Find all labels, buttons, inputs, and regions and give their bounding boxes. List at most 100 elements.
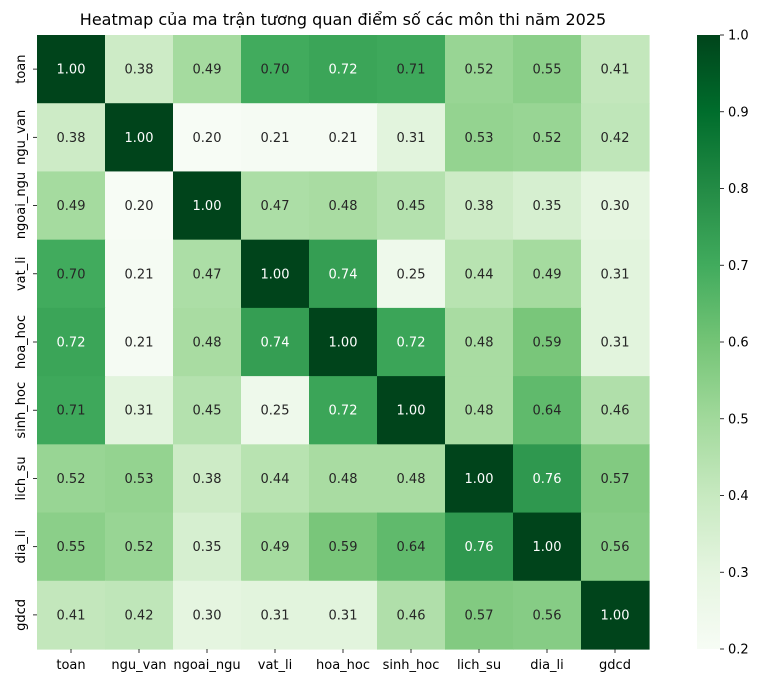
heatmap-cell-sinh_hoc-hoa_hoc	[309, 376, 378, 445]
heatmap-cell-sinh_hoc-dia_li	[513, 376, 582, 445]
heatmap-cell-lich_su-sinh_hoc	[377, 444, 446, 514]
heatmap-cell-gdcd-sinh_hoc	[377, 580, 446, 650]
cell-label-hoa_hoc-ngu_van: 0.21	[125, 336, 154, 351]
cell-label-toan-lich_su: 0.52	[465, 63, 494, 78]
colorbar-tick-label: 1.0	[728, 29, 749, 44]
y-axis: toan ngu_van ngoai_ngu vat_li hoa_hoc sinh_ho…	[14, 54, 37, 631]
heatmap-cell-sinh_hoc-vat_li	[241, 376, 310, 445]
cell-label-vat_li-vat_li: 1.00	[261, 267, 290, 282]
colorbar-tick-label: 0.9	[728, 105, 749, 120]
heatmap-cell-ngu_van-lich_su	[445, 103, 514, 173]
x-tick-label-dia_li: dia_li	[530, 658, 564, 673]
cell-label-ngu_van-ngoai_ngu: 0.20	[193, 131, 222, 146]
heatmap-cell-hoa_hoc-lich_su	[445, 307, 514, 377]
cell-label-ngoai_ngu-hoa_hoc: 0.48	[329, 199, 358, 214]
cell-label-dia_li-vat_li: 0.49	[261, 540, 290, 555]
cell-label-dia_li-sinh_hoc: 0.64	[397, 540, 426, 555]
heatmap-cell-vat_li-ngoai_ngu	[173, 239, 242, 309]
x-tick-label-gdcd: gdcd	[599, 658, 631, 673]
cell-label-gdcd-lich_su: 0.57	[465, 608, 494, 623]
x-tick-label-sinh_hoc: sinh_hoc	[383, 658, 440, 673]
heatmap-cell-dia_li-gdcd	[581, 512, 650, 582]
cell-label-ngoai_ngu-vat_li: 0.47	[261, 199, 290, 214]
heatmap-cell-dia_li-dia_li	[513, 512, 582, 582]
heatmap-cell-dia_li-lich_su	[445, 512, 514, 582]
heatmap-cell-ngoai_ngu-ngu_van	[105, 171, 174, 241]
cell-label-gdcd-sinh_hoc: 0.46	[397, 608, 426, 623]
heatmap-cell-ngoai_ngu-dia_li	[513, 171, 582, 241]
cell-label-lich_su-sinh_hoc: 0.48	[397, 472, 426, 487]
heatmap-cell-vat_li-toan	[37, 239, 106, 309]
colorbar: 0.2 0.3 0.4 0.5 0.6 0.7 0.8 0.9 1.0	[697, 29, 749, 658]
cell-label-toan-ngu_van: 0.38	[125, 63, 154, 78]
y-tick-label-toan: toan	[14, 54, 29, 83]
cell-label-vat_li-ngoai_ngu: 0.47	[193, 267, 222, 282]
heatmap-cell-sinh_hoc-ngu_van	[105, 376, 174, 445]
cell-label-gdcd-hoa_hoc: 0.31	[329, 608, 358, 623]
cell-label-vat_li-hoa_hoc: 0.74	[329, 267, 358, 282]
cell-label-dia_li-toan: 0.55	[57, 540, 86, 555]
heatmap-cell-lich_su-toan	[37, 444, 106, 514]
cell-label-lich_su-gdcd: 0.57	[601, 472, 630, 487]
cell-label-toan-toan: 1.00	[57, 63, 86, 78]
colorbar-tick-label: 0.2	[728, 643, 749, 658]
heatmap-cell-lich_su-lich_su	[445, 444, 514, 514]
heatmap-cell-gdcd-ngoai_ngu	[173, 580, 242, 650]
heatmap-cell-gdcd-dia_li	[513, 580, 582, 650]
colorbar-tick-label: 0.8	[728, 182, 749, 197]
cell-label-ngoai_ngu-lich_su: 0.38	[465, 199, 494, 214]
heatmap-cell-lich_su-vat_li	[241, 444, 310, 514]
heatmap-cell-gdcd-gdcd	[581, 580, 650, 650]
heatmap-cell-sinh_hoc-sinh_hoc	[377, 376, 446, 445]
y-tick-label-dia_li: dia_li	[14, 530, 29, 564]
heatmap-cell-sinh_hoc-toan	[37, 376, 106, 445]
heatmap-cell-hoa_hoc-dia_li	[513, 307, 582, 377]
cell-label-sinh_hoc-gdcd: 0.46	[601, 404, 630, 419]
heatmap-cell-ngu_van-sinh_hoc	[377, 103, 446, 173]
cell-label-hoa_hoc-vat_li: 0.74	[261, 336, 290, 351]
cell-label-lich_su-ngu_van: 0.53	[125, 472, 154, 487]
cell-label-hoa_hoc-toan: 0.72	[57, 336, 86, 351]
heatmap-cell-vat_li-gdcd	[581, 239, 650, 309]
cell-label-vat_li-gdcd: 0.31	[601, 267, 630, 282]
heatmap-cell-toan-ngu_van	[105, 35, 174, 104]
heatmap-cell-ngu_van-ngoai_ngu	[173, 103, 242, 173]
heatmap-cell-hoa_hoc-gdcd	[581, 307, 650, 377]
heatmap-cell-hoa_hoc-toan	[37, 307, 106, 377]
cell-label-vat_li-dia_li: 0.49	[533, 267, 562, 282]
heatmap-cell-hoa_hoc-ngoai_ngu	[173, 307, 242, 377]
cell-label-ngu_van-ngu_van: 1.00	[125, 131, 154, 146]
heatmap-cell-gdcd-hoa_hoc	[309, 580, 378, 650]
cell-label-ngoai_ngu-dia_li: 0.35	[533, 199, 562, 214]
cell-label-vat_li-toan: 0.70	[57, 267, 86, 282]
cell-label-ngoai_ngu-ngoai_ngu: 1.00	[193, 199, 222, 214]
heatmap-cell-ngu_van-ngu_van	[105, 103, 174, 173]
heatmap-cell-hoa_hoc-ngu_van	[105, 307, 174, 377]
heatmap-cell-ngoai_ngu-vat_li	[241, 171, 310, 241]
heatmap-cell-lich_su-dia_li	[513, 444, 582, 514]
heatmap-cell-dia_li-hoa_hoc	[309, 512, 378, 582]
heatmap-cell-toan-vat_li	[241, 35, 310, 104]
cell-label-gdcd-toan: 0.41	[57, 608, 86, 623]
cell-label-sinh_hoc-dia_li: 0.64	[533, 404, 562, 419]
x-tick-label-ngoai_ngu: ngoai_ngu	[173, 658, 240, 673]
heatmap-cell-sinh_hoc-gdcd	[581, 376, 650, 445]
cell-label-lich_su-lich_su: 1.00	[465, 472, 494, 487]
cell-label-vat_li-lich_su: 0.44	[465, 267, 494, 282]
cell-label-lich_su-hoa_hoc: 0.48	[329, 472, 358, 487]
cell-label-vat_li-ngu_van: 0.21	[125, 267, 154, 282]
cell-label-ngu_van-lich_su: 0.53	[465, 131, 494, 146]
heatmap-cell-ngu_van-vat_li	[241, 103, 310, 173]
x-tick-label-toan: toan	[56, 658, 85, 673]
cell-label-gdcd-ngoai_ngu: 0.30	[193, 608, 222, 623]
heatmap-cell-vat_li-dia_li	[513, 239, 582, 309]
y-tick-label-lich_su: lich_su	[14, 456, 29, 500]
x-tick-label-hoa_hoc: hoa_hoc	[316, 658, 370, 673]
heatmap-cell-toan-sinh_hoc	[377, 35, 446, 104]
heatmap-cell-dia_li-toan	[37, 512, 106, 582]
heatmap-cell-toan-hoa_hoc	[309, 35, 378, 104]
heatmap-cell-hoa_hoc-sinh_hoc	[377, 307, 446, 377]
cell-label-hoa_hoc-lich_su: 0.48	[465, 336, 494, 351]
heatmap-cell-lich_su-ngu_van	[105, 444, 174, 514]
